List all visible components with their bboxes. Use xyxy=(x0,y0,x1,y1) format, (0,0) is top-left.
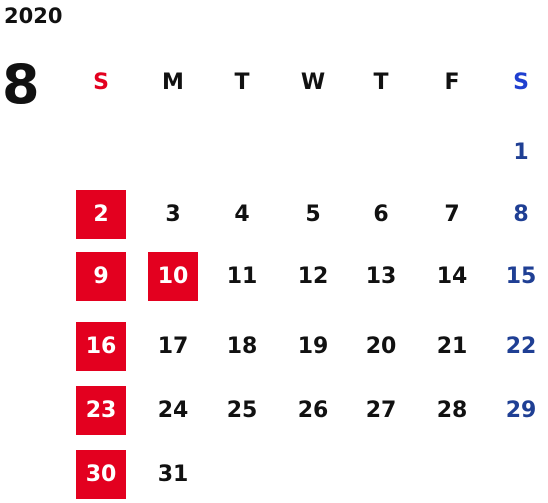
month-label: 8 xyxy=(2,53,40,116)
calendar-day-31: 31 xyxy=(157,462,189,487)
calendar-day-23: 23 xyxy=(76,386,126,435)
calendar-day-18: 18 xyxy=(226,334,258,359)
weekday-thursday: T xyxy=(373,69,389,95)
calendar-day-30: 30 xyxy=(76,450,126,499)
calendar-day-11: 11 xyxy=(226,264,258,289)
calendar-day-20: 20 xyxy=(365,334,397,359)
calendar-day-16: 16 xyxy=(76,322,126,371)
calendar-day-12: 12 xyxy=(297,264,329,289)
calendar-day-24: 24 xyxy=(157,398,189,423)
calendar-day-29: 29 xyxy=(505,398,537,423)
calendar-day-26: 26 xyxy=(297,398,329,423)
calendar-day-14: 14 xyxy=(436,264,468,289)
weekday-tuesday: T xyxy=(234,69,250,95)
calendar-day-2: 2 xyxy=(76,190,126,239)
calendar-day-25: 25 xyxy=(226,398,258,423)
weekday-monday: M xyxy=(162,69,184,95)
calendar-day-27: 27 xyxy=(365,398,397,423)
weekday-saturday: S xyxy=(513,69,529,95)
calendar-day-21: 21 xyxy=(436,334,468,359)
calendar-day-4: 4 xyxy=(234,202,250,227)
weekday-sunday: S xyxy=(93,69,109,95)
calendar-day-8: 8 xyxy=(513,202,529,227)
calendar-day-22: 22 xyxy=(505,334,537,359)
calendar-day-19: 19 xyxy=(297,334,329,359)
calendar-day-3: 3 xyxy=(165,202,181,227)
year-label: 2020 xyxy=(4,4,63,28)
calendar-day-17: 17 xyxy=(157,334,189,359)
calendar-day-6: 6 xyxy=(373,202,389,227)
weekday-friday: F xyxy=(444,69,460,95)
calendar-day-13: 13 xyxy=(365,264,397,289)
calendar-day-9: 9 xyxy=(76,252,126,301)
calendar-day-10: 10 xyxy=(148,252,198,301)
calendar-day-28: 28 xyxy=(436,398,468,423)
calendar-day-5: 5 xyxy=(305,202,321,227)
weekday-wednesday: W xyxy=(300,69,326,95)
calendar-day-1: 1 xyxy=(513,140,529,165)
calendar-day-7: 7 xyxy=(444,202,460,227)
calendar-day-15: 15 xyxy=(505,264,537,289)
